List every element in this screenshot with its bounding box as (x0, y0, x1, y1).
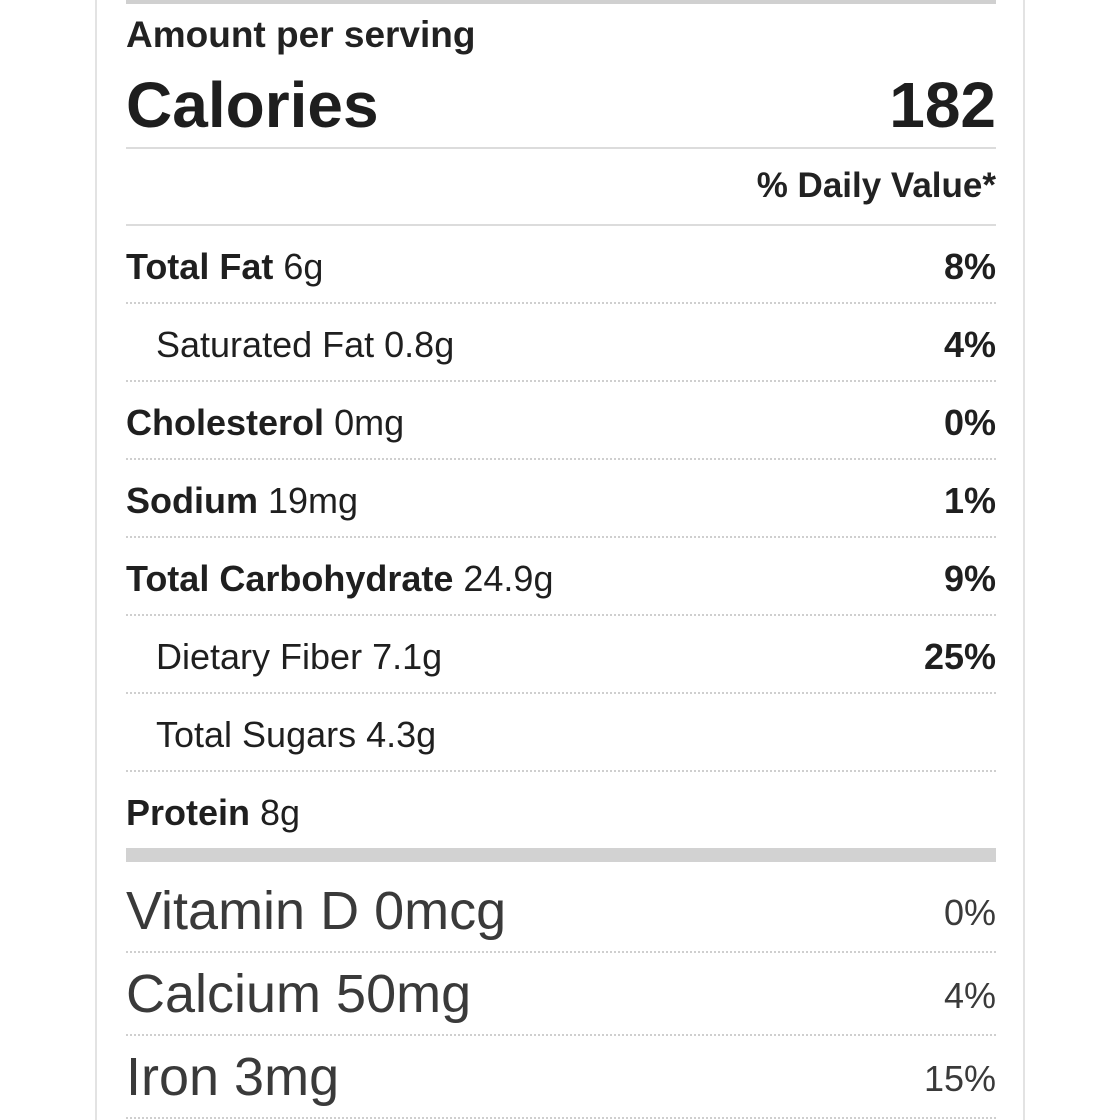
nutrient-name: Sodium (126, 480, 258, 521)
nutrient-daily-value: 8% (943, 246, 996, 287)
nutrient-row-protein: Protein 8g (126, 772, 996, 850)
calories-divider (126, 147, 996, 149)
nutrient-name: Saturated Fat (156, 324, 375, 365)
nutrient-name: Dietary Fiber (156, 636, 363, 677)
row-divider (126, 536, 996, 538)
daily-value-divider (126, 224, 996, 226)
row-divider (126, 770, 996, 772)
amount-per-serving-label: Amount per serving (126, 14, 476, 55)
nutrient-row-total-carbohydrate: Total Carbohydrate 24.9g 9% (126, 538, 996, 616)
nutrient-amount: 0.8g (384, 324, 455, 365)
nutrient-amount: 6g (283, 246, 324, 287)
vitamin-row-vitamin-d: Vitamin D 0mcg 0% (126, 870, 996, 953)
vitamin-row-iron: Iron 3mg 15% (126, 1036, 996, 1119)
nutrient-row-sodium: Sodium 19mg 1% (126, 460, 996, 538)
nutrient-name: Cholesterol (126, 402, 325, 443)
row-divider (126, 1117, 996, 1119)
nutrient-name: Protein (126, 792, 251, 833)
nutrient-daily-value: 25% (923, 636, 996, 677)
nutrient-row-saturated-fat: Saturated Fat 0.8g 4% (126, 304, 996, 382)
vitamin-daily-value: 4% (943, 975, 996, 1016)
vitamin-label: Vitamin D 0mcg (126, 881, 507, 941)
nutrient-daily-value: 0% (943, 402, 996, 443)
nutrient-amount: 0mg (334, 402, 405, 443)
nutrition-facts: Amount per serving Calories 182 % Daily … (126, 0, 996, 1120)
nutrient-amount: 4.3g (366, 714, 437, 755)
vitamin-daily-value: 0% (943, 892, 996, 933)
row-divider (126, 302, 996, 304)
vitamin-daily-value: 15% (923, 1058, 996, 1099)
row-divider (126, 380, 996, 382)
nutrient-amount: 24.9g (463, 558, 554, 599)
nutrient-row-dietary-fiber: Dietary Fiber 7.1g 25% (126, 616, 996, 694)
nutrient-name: Total Carbohydrate (126, 558, 454, 599)
nutrient-label: Total Sugars 4.3g (156, 714, 436, 756)
calories-value: 182 (889, 69, 996, 141)
vitamin-label: Calcium 50mg (126, 964, 472, 1024)
nutrient-amount: 19mg (268, 480, 359, 521)
nutrient-label: Total Fat 6g (126, 246, 323, 288)
nutrient-daily-value: 4% (943, 324, 996, 365)
vitamins-divider (126, 848, 996, 862)
nutrient-amount: 8g (260, 792, 301, 833)
nutrient-label: Saturated Fat 0.8g (156, 324, 454, 366)
row-divider (126, 1034, 996, 1036)
nutrient-label: Cholesterol 0mg (126, 402, 404, 444)
nutrient-row-total-fat: Total Fat 6g 8% (126, 226, 996, 304)
nutrient-row-cholesterol: Cholesterol 0mg 0% (126, 382, 996, 460)
vitamin-label: Iron 3mg (126, 1047, 340, 1107)
nutrition-panel (95, 0, 1025, 1120)
top-divider (126, 0, 996, 4)
nutrient-label: Total Carbohydrate 24.9g (126, 558, 553, 600)
row-divider (126, 614, 996, 616)
nutrient-label: Sodium 19mg (126, 480, 358, 522)
row-divider (126, 458, 996, 460)
nutrient-amount: 7.1g (372, 636, 443, 677)
nutrient-daily-value: 9% (943, 558, 996, 599)
nutrient-label: Protein 8g (126, 792, 300, 834)
row-divider (126, 692, 996, 694)
nutrient-daily-value: 1% (943, 480, 996, 521)
nutrient-label: Dietary Fiber 7.1g (156, 636, 442, 678)
nutrient-name: Total Fat (126, 246, 274, 287)
daily-value-header: % Daily Value* (756, 166, 996, 205)
vitamin-row-calcium: Calcium 50mg 4% (126, 953, 996, 1036)
row-divider (126, 951, 996, 953)
nutrient-row-total-sugars: Total Sugars 4.3g (126, 694, 996, 772)
calories-label: Calories (126, 69, 379, 141)
nutrient-name: Total Sugars (156, 714, 357, 755)
